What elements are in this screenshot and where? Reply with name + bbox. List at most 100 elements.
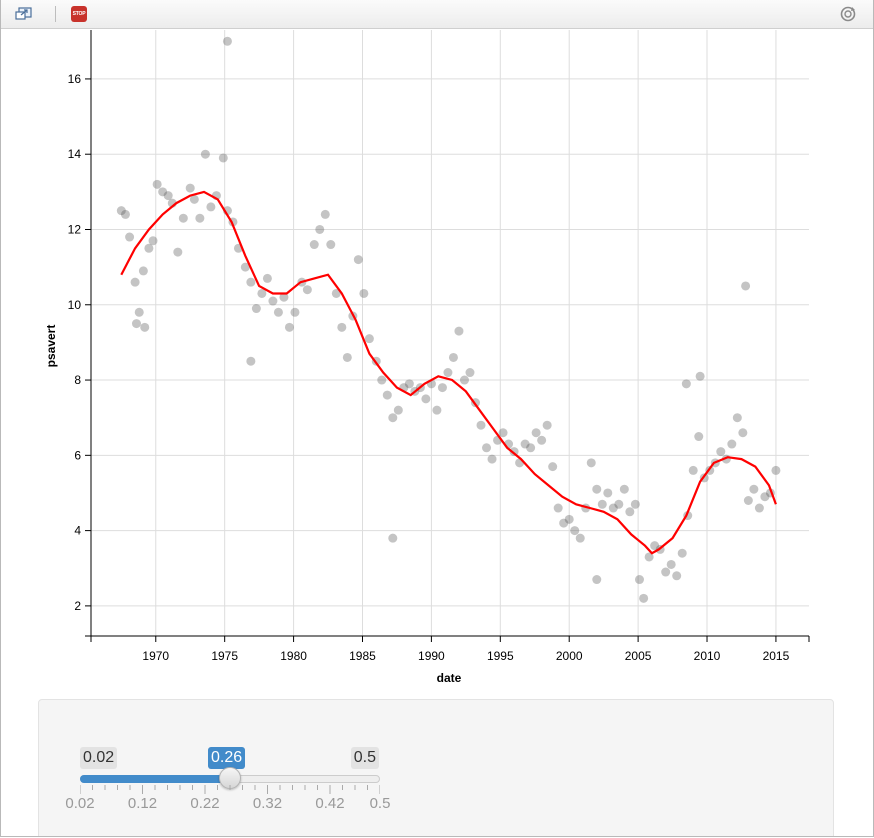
data-point	[251, 304, 261, 314]
data-point	[222, 36, 232, 46]
slider-min-label: 0.02	[80, 747, 118, 769]
scatter-chart: 1970 1975 1980 1985 1990 1995 2000 2005 2010 2015…	[44, 30, 810, 685]
data-point	[353, 255, 363, 265]
x-tick-label: 1970	[142, 649, 169, 663]
data-point	[320, 209, 330, 219]
refresh-button[interactable]	[837, 4, 859, 24]
data-point	[743, 495, 753, 505]
data-point	[650, 541, 660, 551]
stop-button[interactable]: STOP	[68, 4, 90, 24]
y-tick-label: 12	[68, 222, 82, 236]
data-point	[639, 593, 649, 603]
x-tick-label: 2000	[556, 649, 583, 663]
data-point	[178, 213, 188, 223]
data-point	[482, 443, 492, 453]
data-point	[586, 458, 596, 468]
x-tick-label: 2005	[625, 649, 652, 663]
x-tick-label: 2010	[694, 649, 721, 663]
data-point	[694, 432, 704, 442]
data-point	[268, 296, 278, 306]
data-point	[337, 322, 347, 332]
data-point	[152, 179, 162, 189]
data-point	[189, 194, 199, 204]
data-point	[537, 435, 547, 445]
data-point	[542, 420, 552, 430]
data-point	[688, 465, 698, 475]
data-point	[120, 209, 130, 219]
data-point	[148, 236, 158, 246]
data-point	[331, 288, 341, 298]
slider-max-label: 0.5	[350, 747, 379, 769]
data-point	[741, 281, 751, 291]
slider-grid-label: 0.22	[190, 795, 220, 812]
data-point	[140, 322, 150, 332]
toolbar-separator	[55, 6, 56, 22]
data-point	[666, 559, 676, 569]
data-point	[592, 484, 602, 494]
data-point	[738, 428, 748, 438]
data-point	[326, 240, 336, 250]
smooth-line	[120, 190, 777, 555]
data-point	[163, 191, 173, 201]
y-tick-label: 4	[74, 524, 81, 538]
data-point	[359, 288, 369, 298]
data-point	[608, 503, 618, 513]
x-tick-label: 1975	[211, 649, 238, 663]
slider-panel	[38, 699, 834, 836]
slider-grid-label: 0.12	[127, 795, 158, 812]
data-point	[677, 548, 687, 558]
data-point	[257, 288, 267, 298]
data-point	[393, 405, 403, 415]
data-point	[240, 262, 250, 272]
y-axis-label: psavert	[44, 325, 58, 368]
chart-axes: 1970 1975 1980 1985 1990 1995 2000 2005 2010 2015…	[68, 30, 810, 663]
data-point	[760, 492, 770, 502]
data-point	[144, 243, 154, 253]
data-point	[382, 390, 392, 400]
data-point	[625, 507, 635, 517]
y-tick-label: 14	[68, 147, 82, 161]
data-point	[443, 368, 453, 378]
data-point	[131, 319, 141, 329]
x-tick-label: 1995	[487, 649, 514, 663]
data-point	[273, 307, 283, 317]
bandwidth-slider[interactable]: 0.02 0.5 0.26 0.02 0.12 0.22 0.32 0.42 0.5	[65, 745, 390, 815]
y-tick-label: 6	[74, 448, 81, 462]
data-point	[716, 447, 726, 457]
data-point	[575, 533, 585, 543]
chart-points	[116, 36, 781, 603]
data-point	[388, 413, 398, 423]
data-point	[661, 567, 671, 577]
y-tick-label: 2	[74, 599, 81, 613]
data-point	[432, 405, 442, 415]
data-point	[619, 484, 629, 494]
data-point	[342, 352, 352, 362]
data-point	[727, 439, 737, 449]
data-point	[644, 552, 654, 562]
data-point	[284, 322, 294, 332]
data-point	[309, 240, 319, 250]
data-point	[630, 499, 640, 509]
data-point	[377, 375, 387, 385]
chart-smooth-line	[120, 190, 777, 555]
data-point	[448, 352, 458, 362]
x-tick-label: 1990	[418, 649, 445, 663]
data-point	[559, 518, 569, 528]
x-tick-label: 1980	[280, 649, 307, 663]
toolbar: STOP	[1, 0, 873, 29]
data-point	[246, 277, 256, 287]
data-point	[771, 465, 781, 475]
data-point	[732, 413, 742, 423]
data-point	[158, 187, 168, 197]
data-point	[290, 307, 300, 317]
data-point	[246, 356, 256, 366]
data-point	[421, 394, 431, 404]
data-point	[754, 503, 764, 513]
chart-grid	[91, 30, 809, 636]
popout-window-icon[interactable]	[13, 4, 35, 24]
data-point	[695, 371, 705, 381]
data-point	[564, 514, 574, 524]
data-point	[279, 292, 289, 302]
data-point	[364, 334, 374, 344]
